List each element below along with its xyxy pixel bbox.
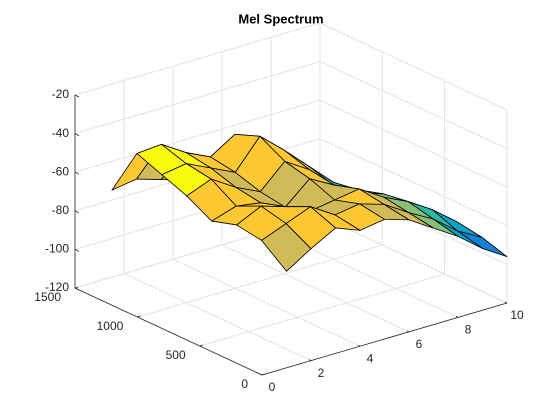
axis-line	[261, 302, 508, 376]
grid-line	[319, 215, 508, 304]
tick-mark	[357, 344, 361, 347]
tick-mark	[74, 210, 80, 214]
tick-mark	[455, 316, 459, 318]
grid-line	[199, 273, 445, 347]
y-tick-label: 1500	[34, 290, 61, 304]
tick-mark	[261, 373, 266, 376]
z-tick-label: -120	[45, 280, 69, 294]
y-tick-label: 1000	[97, 319, 124, 333]
tick-mark	[308, 359, 312, 361]
x-tick-label: 0	[269, 380, 276, 394]
z-tick-label: -20	[52, 87, 70, 101]
surface-patch	[261, 223, 312, 272]
x-tick-label: 6	[416, 337, 423, 351]
grid-line	[221, 244, 410, 333]
grid-line	[74, 22, 321, 96]
tick-mark	[74, 287, 80, 291]
x-tick-label: 10	[510, 308, 524, 322]
x-tick-label: 2	[318, 366, 325, 380]
y-tick-label: 0	[241, 377, 248, 391]
grid-line	[319, 99, 508, 188]
grid-line	[123, 273, 312, 362]
z-tick-label: -80	[52, 203, 70, 217]
chart-title: Mel Spectrum	[238, 11, 323, 26]
tick-mark	[74, 94, 80, 98]
x-tick-label: 4	[367, 351, 374, 365]
axis-line	[74, 287, 263, 376]
grid-line	[74, 61, 321, 135]
grid-line	[319, 138, 508, 227]
tick-mark	[259, 373, 263, 376]
grid-line	[172, 258, 361, 347]
y-tick-label: 500	[166, 348, 186, 362]
tick-mark	[74, 249, 80, 252]
grid-line	[74, 99, 321, 173]
tick-mark	[137, 315, 141, 318]
tick-mark	[74, 171, 80, 175]
grid-line	[319, 22, 508, 111]
z-tick-label: -100	[45, 242, 69, 256]
tick-mark	[74, 133, 80, 136]
z-tick-label: -60	[52, 164, 70, 178]
grid-line	[137, 244, 383, 318]
tick-mark	[199, 344, 203, 347]
tick-mark	[406, 330, 410, 333]
x-tick-label: 8	[465, 323, 472, 337]
z-tick-label: -40	[52, 126, 70, 140]
tick-mark	[504, 301, 508, 304]
grid-line	[319, 61, 508, 150]
